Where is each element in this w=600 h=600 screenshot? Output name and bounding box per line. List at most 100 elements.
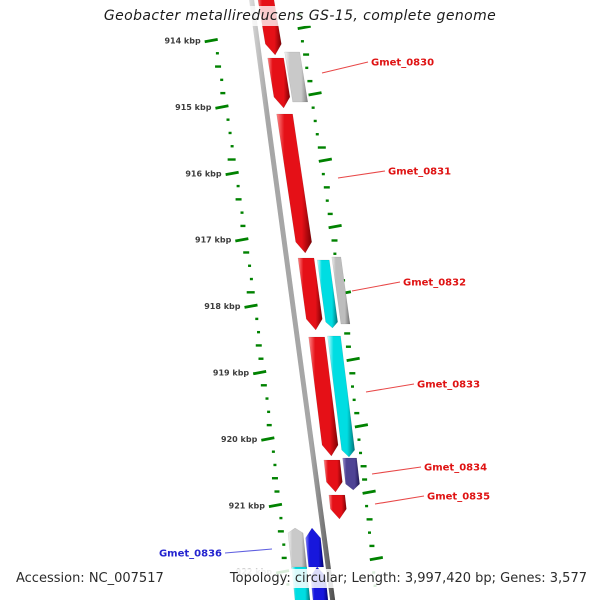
feature-label-Gmet_0834[interactable]: Gmet_0834 [424, 463, 487, 474]
feature-Gmet_0833[interactable] [327, 335, 355, 458]
tick-minor [303, 53, 310, 56]
tick-minor [300, 40, 304, 43]
feature-Gmet_0836[interactable] [305, 527, 324, 568]
tick-minor [258, 357, 264, 360]
leader-line-Gmet_0835 [374, 495, 425, 505]
tick-minor [220, 78, 224, 82]
tick-major [318, 157, 333, 163]
feature-label-Gmet_0832[interactable]: Gmet_0832 [403, 278, 466, 289]
feature-Gmet_0831[interactable] [276, 113, 312, 254]
tick-minor [243, 251, 250, 254]
tick-minor [323, 186, 330, 189]
tick-minor [366, 518, 373, 521]
tick-major [261, 436, 275, 442]
tick-minor [266, 423, 272, 427]
tick-minor [350, 385, 354, 388]
tick-minor [273, 463, 277, 467]
leader-line-Gmet_0832 [351, 281, 401, 292]
tick-major [244, 303, 258, 309]
tick-major [297, 24, 311, 30]
tick-minor [215, 65, 222, 68]
tick-minor [227, 158, 236, 161]
feature-Gmet_0834[interactable] [342, 457, 360, 491]
tick-minor [236, 184, 240, 188]
tick-minor [271, 477, 278, 480]
tick-minor [240, 211, 244, 214]
feature-label-Gmet_0831[interactable]: Gmet_0831 [388, 167, 451, 178]
status-accession: Accession: NC_007517 [12, 569, 168, 588]
tick-major [252, 370, 267, 376]
feature-Gmet_0832[interactable] [316, 259, 338, 329]
tick-minor [367, 531, 371, 534]
leader-line-Gmet_0836 [224, 548, 273, 554]
feature-cds-unlabeled-mid-1[interactable] [297, 257, 323, 331]
feature-Gmet_0835[interactable] [328, 494, 347, 520]
tick-label: 920 kbp [221, 435, 258, 444]
tick-minor [220, 91, 226, 95]
tick-minor [311, 106, 315, 109]
tick-minor [313, 119, 317, 123]
tick-minor [226, 118, 230, 121]
tick-label: 917 kbp [195, 236, 232, 245]
tick-minor [331, 239, 338, 242]
feature-cds-unlabeled-mid-4[interactable] [323, 459, 343, 493]
tick-major [362, 489, 376, 495]
feature-cds-unlabeled-rev-1[interactable] [287, 527, 308, 569]
tick-label: 916 kbp [185, 169, 222, 178]
genome-backbone [249, 0, 336, 600]
tick-minor [362, 478, 368, 481]
tick-minor [333, 252, 337, 255]
tick-minor [307, 79, 313, 83]
tick-major [235, 237, 249, 243]
leader-line-Gmet_0833 [365, 383, 415, 393]
tick-minor [271, 450, 275, 453]
status-genome-details: Topology: circular; Length: 3,997,420 bp… [225, 569, 591, 588]
tick-major [268, 502, 283, 508]
tick-minor [349, 372, 356, 375]
tick-minor [249, 277, 253, 281]
tick-major [346, 356, 360, 362]
feature-cds-unlabeled-mid-2[interactable] [331, 256, 351, 325]
tick-minor [277, 530, 284, 533]
tick-minor [274, 490, 280, 493]
tick-label: 915 kbp [175, 103, 212, 112]
tick-minor [230, 145, 234, 148]
tick-minor [357, 438, 361, 441]
tick-minor [255, 344, 262, 347]
ruler-ticks: 914 kbp 915 kbp 916 kbp 917 kbp 918 kbp 919 k… [164, 13, 384, 587]
tick-major [328, 224, 342, 230]
tick-minor [235, 198, 242, 201]
feature-label-Gmet_0836[interactable]: Gmet_0836 [159, 549, 222, 560]
tick-minor [359, 451, 363, 455]
tick-minor [352, 398, 356, 402]
feature-cds-unlabeled-top-2[interactable] [267, 57, 291, 109]
tick-minor [281, 556, 287, 560]
tick-label: 919 kbp [213, 369, 250, 378]
feature-label-Gmet_0833[interactable]: Gmet_0833 [417, 380, 480, 391]
feature-label-Gmet_0830[interactable]: Gmet_0830 [371, 58, 434, 69]
tick-minor [354, 411, 360, 415]
tick-major [204, 38, 218, 44]
tick-major [369, 556, 384, 562]
tick-label: 918 kbp [204, 302, 241, 311]
tick-minor [255, 317, 259, 321]
tick-minor [296, 13, 302, 16]
feature-Gmet_0830[interactable] [284, 51, 309, 103]
tick-minor [344, 332, 351, 335]
tick-major [215, 104, 229, 110]
tick-minor [315, 133, 319, 136]
tick-major [354, 423, 369, 429]
leader-line-Gmet_0830 [321, 61, 369, 74]
tick-minor [240, 224, 246, 228]
tick-minor [369, 544, 375, 548]
tick-minor [228, 131, 232, 135]
feature-track [257, 0, 360, 600]
feature-label-Gmet_0835[interactable]: Gmet_0835 [427, 492, 490, 503]
tick-minor [265, 397, 269, 400]
tick-minor [321, 172, 325, 176]
tick-minor [282, 543, 286, 546]
feature-cds-unlabeled-mid-3[interactable] [308, 336, 339, 457]
tick-minor [360, 465, 367, 468]
tick-minor [260, 384, 267, 387]
